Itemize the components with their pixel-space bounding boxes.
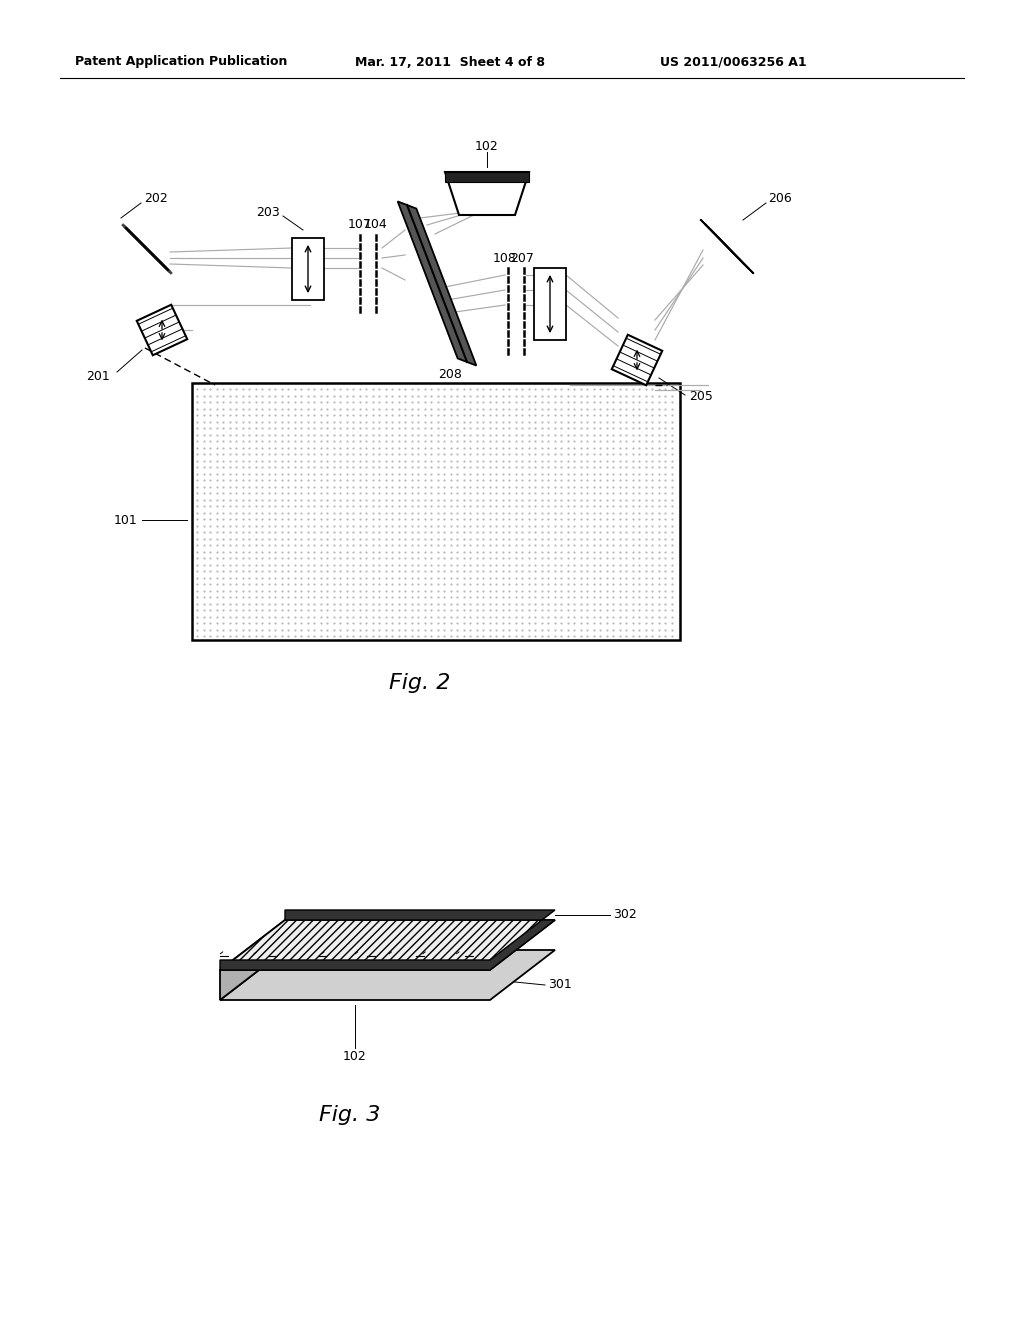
Text: 205: 205	[689, 391, 713, 404]
Text: Mar. 17, 2011  Sheet 4 of 8: Mar. 17, 2011 Sheet 4 of 8	[355, 55, 545, 69]
Polygon shape	[445, 172, 529, 215]
Polygon shape	[137, 305, 187, 355]
Text: 201: 201	[86, 371, 110, 384]
Text: Fig. 2: Fig. 2	[389, 673, 451, 693]
Text: Patent Application Publication: Patent Application Publication	[75, 55, 288, 69]
Text: 203: 203	[256, 206, 280, 219]
Bar	[292, 238, 324, 300]
Text: 202: 202	[144, 191, 168, 205]
Bar	[193, 383, 680, 640]
Text: 206: 206	[768, 193, 792, 206]
Text: 107: 107	[348, 219, 372, 231]
Text: 301: 301	[548, 978, 571, 991]
Text: 101: 101	[114, 513, 137, 527]
Text: 207: 207	[510, 252, 534, 264]
Polygon shape	[611, 335, 663, 385]
Text: 108: 108	[494, 252, 517, 264]
Text: 102: 102	[343, 1049, 367, 1063]
Polygon shape	[220, 920, 555, 970]
Text: US 2011/0063256 A1: US 2011/0063256 A1	[660, 55, 807, 69]
Bar	[534, 268, 566, 341]
Polygon shape	[220, 950, 555, 1001]
Text: 208: 208	[438, 368, 462, 381]
Text: 302: 302	[613, 908, 637, 921]
Polygon shape	[220, 909, 555, 970]
Polygon shape	[397, 202, 476, 366]
Text: 104: 104	[365, 219, 388, 231]
Polygon shape	[700, 219, 754, 273]
Polygon shape	[220, 920, 285, 1001]
Text: 102: 102	[475, 140, 499, 153]
Text: Fig. 3: Fig. 3	[319, 1105, 381, 1125]
Bar	[445, 172, 529, 182]
